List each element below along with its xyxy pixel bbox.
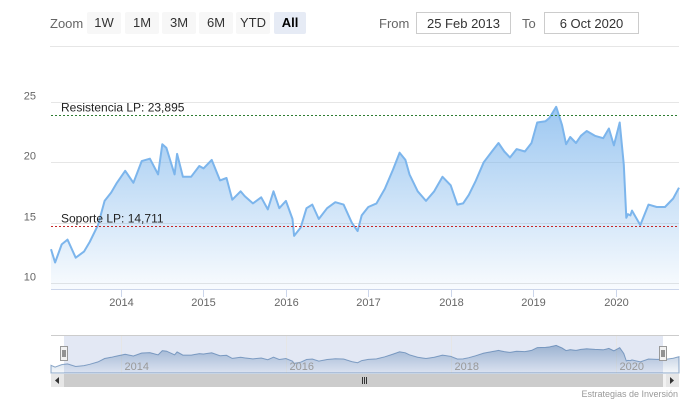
to-label: To (522, 16, 536, 31)
credits-text: Estrategias de Inversión (581, 389, 678, 399)
y-axis-labels: 10 15 20 25 (24, 91, 36, 284)
zoom-6m-button[interactable]: 6M (199, 12, 233, 34)
zoom-ytd-button[interactable]: YTD (236, 12, 270, 34)
y-tick-label: 15 (24, 212, 36, 224)
scroll-left-arrow-icon (55, 377, 59, 384)
x-tick-label: 2014 (109, 297, 133, 309)
navigator-tick-label: 2014 (125, 361, 149, 373)
range-selector-toolbar: Zoom 1W 1M 3M 6M YTD All From 25 Feb 201… (0, 0, 699, 46)
zoom-1m-button[interactable]: 1M (125, 12, 159, 34)
scroll-right-arrow-icon (670, 377, 674, 384)
series-line (50, 105, 680, 264)
y-tick-label: 10 (24, 272, 36, 284)
zoom-all-button[interactable]: All (274, 12, 306, 34)
scrollbar-thumb[interactable] (64, 374, 663, 387)
navigator-tick-label: 2020 (620, 361, 644, 373)
zoom-1w-button[interactable]: 1W (87, 12, 121, 34)
x-tick-label: 2016 (274, 297, 298, 309)
to-date-input[interactable]: 6 Oct 2020 (544, 12, 639, 34)
y-tick-label: 25 (24, 91, 36, 103)
x-axis-ticks: 2014 2015 2016 2017 2018 2019 2020 (109, 289, 629, 309)
x-tick-label: 2019 (521, 297, 545, 309)
navigator-tick-label: 2016 (290, 361, 314, 373)
y-tick-label: 20 (24, 151, 36, 163)
from-label: From (379, 16, 410, 31)
x-tick-label: 2017 (356, 297, 380, 309)
zoom-label: Zoom (50, 16, 84, 31)
from-date-input[interactable]: 25 Feb 2013 (416, 12, 511, 34)
support-label: Soporte LP: 14,711 (61, 212, 164, 226)
navigator-labels: 2014 2016 2018 2020 (125, 361, 644, 373)
series-area-fill (51, 106, 679, 289)
x-tick-label: 2020 (604, 297, 628, 309)
zoom-3m-button[interactable]: 3M (162, 12, 196, 34)
x-tick-label: 2015 (191, 297, 215, 309)
navigator-left-handle[interactable] (60, 346, 68, 361)
navigator-series (50, 344, 680, 374)
navigator-tick-label: 2018 (455, 361, 479, 373)
scrollbar[interactable] (51, 374, 679, 387)
navigator[interactable]: 2014 2016 2018 2020 (50, 335, 680, 374)
navigator-right-handle[interactable] (659, 346, 667, 361)
x-tick-label: 2018 (439, 297, 463, 309)
resistance-label: Resistencia LP: 23,895 (61, 101, 185, 115)
